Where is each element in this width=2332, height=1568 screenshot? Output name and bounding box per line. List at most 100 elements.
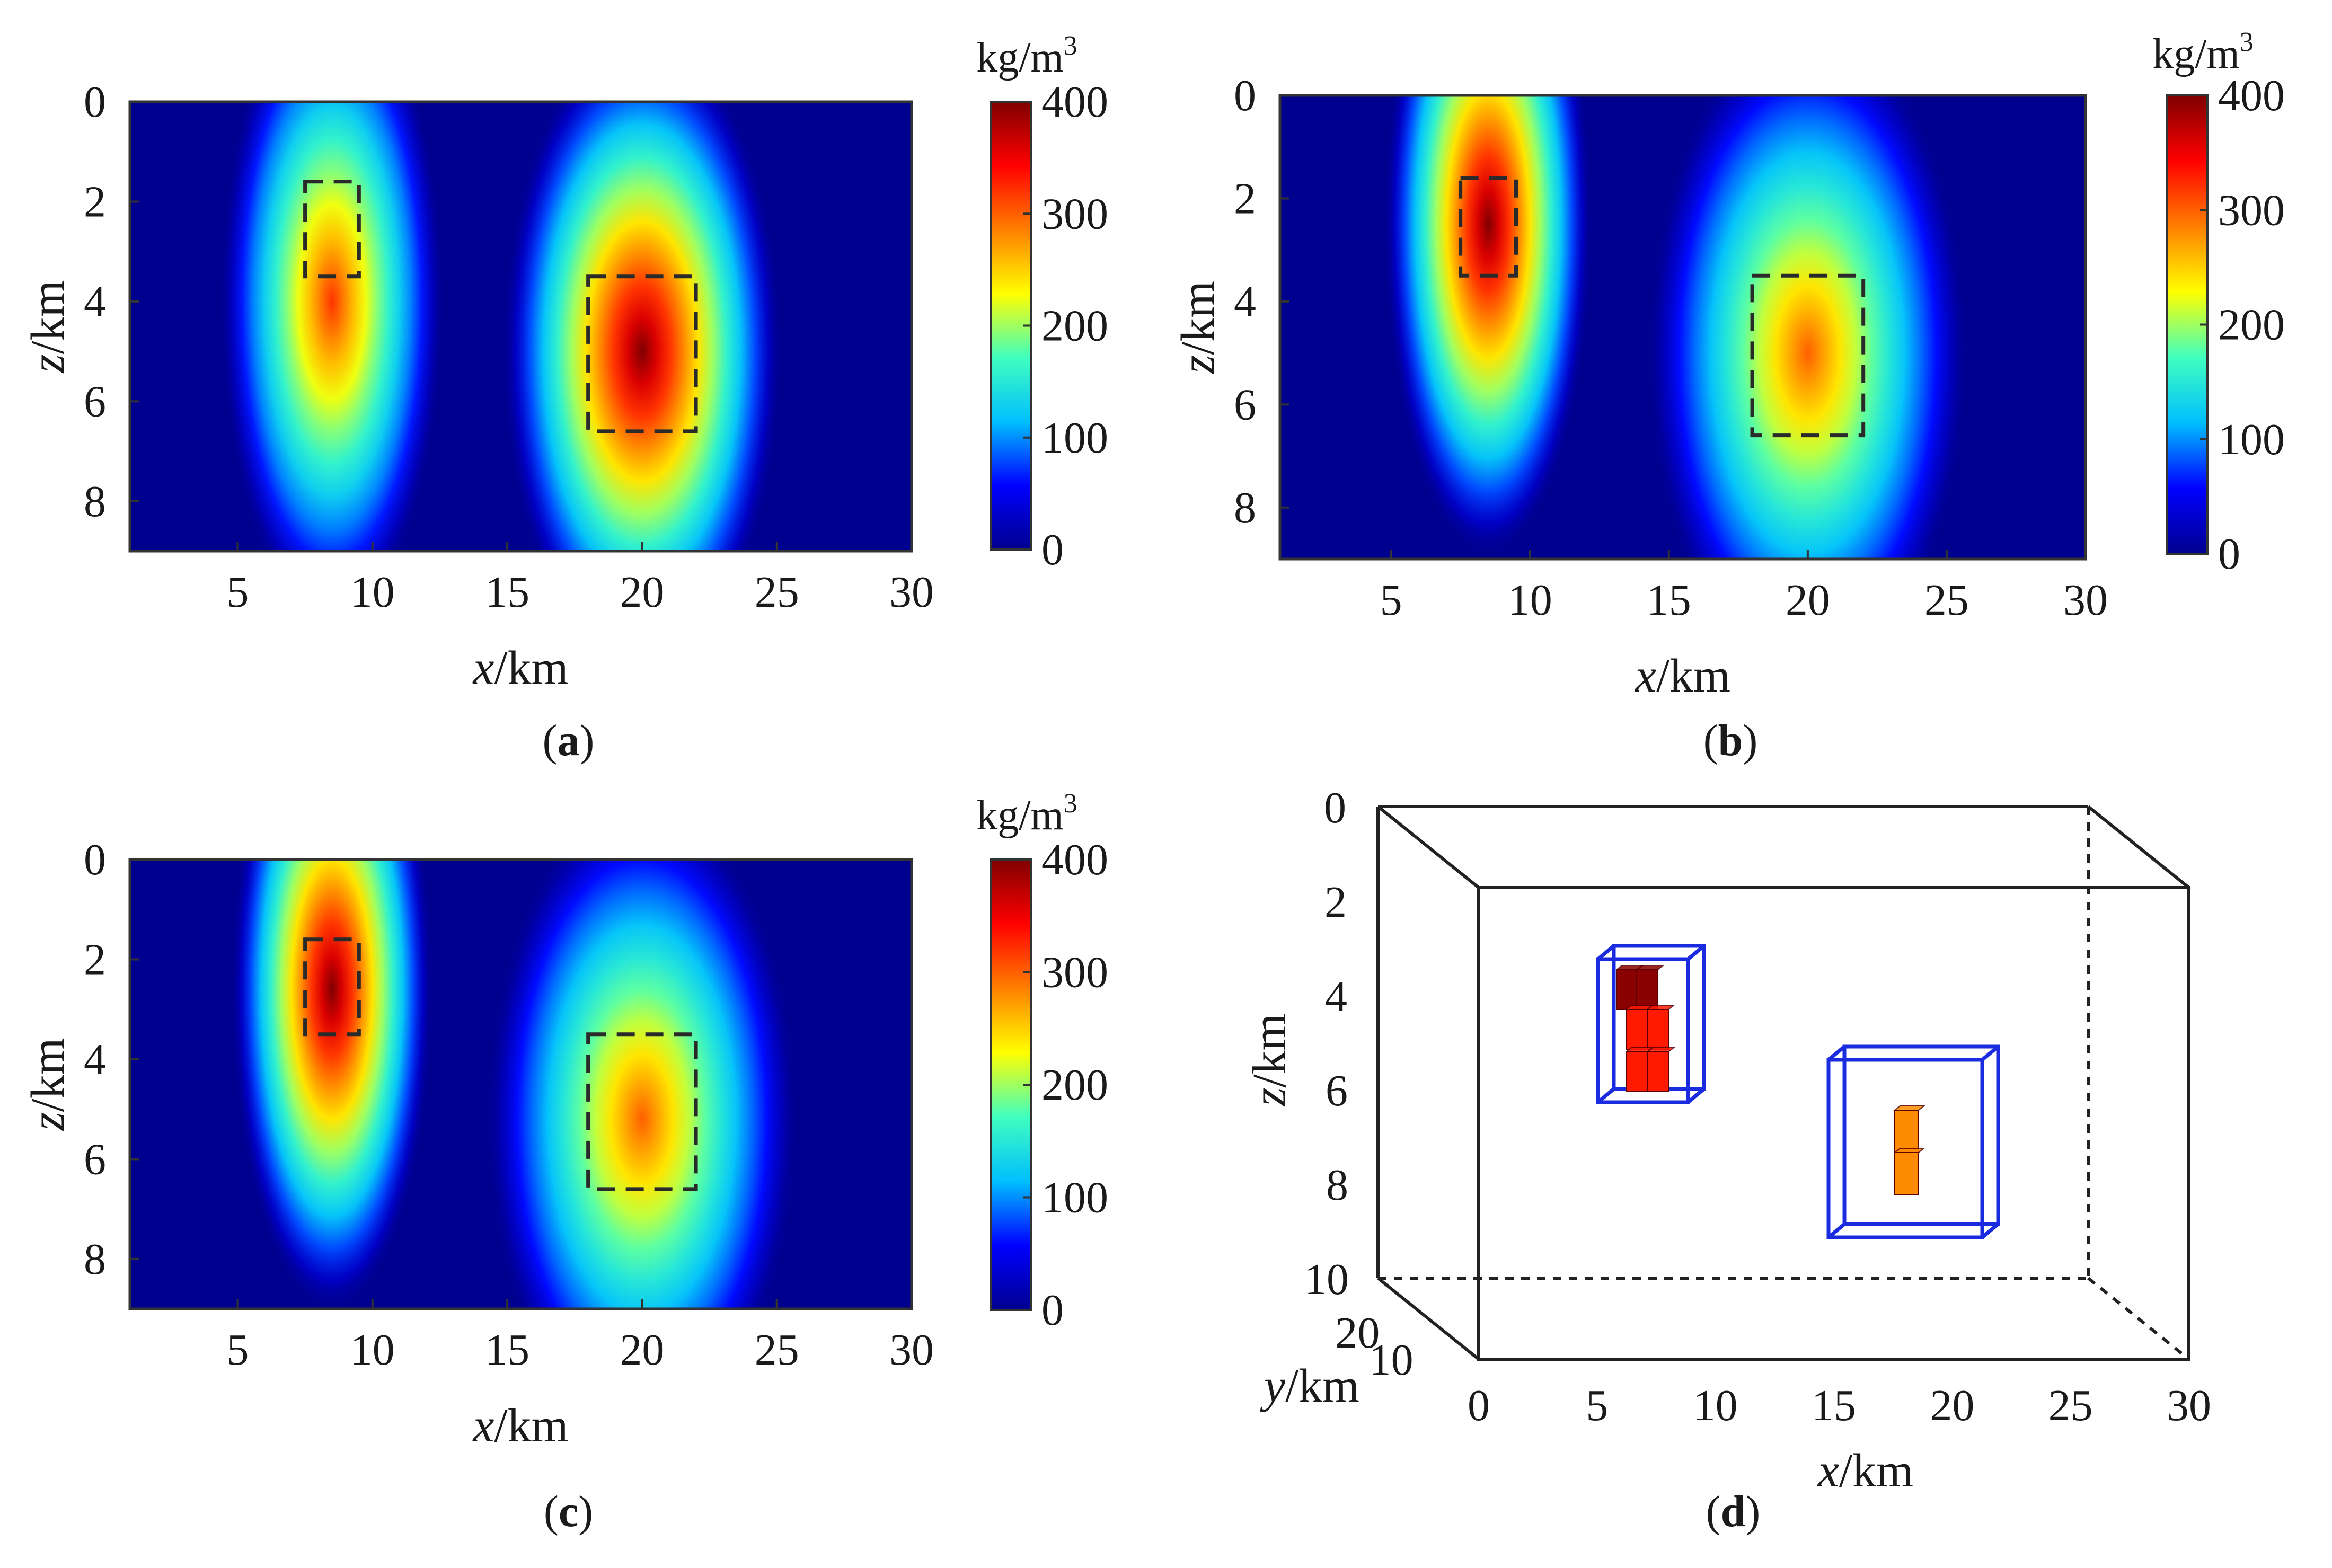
y-tick-label: 2 [1234, 174, 1256, 223]
y-tick-label: 6 [84, 377, 106, 426]
x-tick-label: 25 [2048, 1381, 2093, 1430]
x-tick-label: 20 [1930, 1381, 1974, 1430]
true-body-outline [586, 274, 698, 433]
recovered-cell [1893, 1148, 1925, 1195]
recovered-cell [1635, 965, 1665, 1010]
wireframe-edge [1686, 1087, 1706, 1104]
cell-top [1646, 1047, 1675, 1052]
plot-frame [128, 100, 913, 553]
plot-frame [128, 858, 913, 1310]
recovered-cell [1624, 1005, 1654, 1050]
y-axis-label: y/km [1260, 1360, 1359, 1412]
x-tick-label: 15 [1812, 1381, 1856, 1430]
y-tick-label: 2 [84, 177, 106, 226]
wireframe-face [1826, 1058, 1984, 1239]
cell-face [1647, 1051, 1669, 1092]
y-tick-label: 4 [84, 277, 106, 326]
x-tick-label: 15 [1647, 575, 1691, 625]
y-tick-label: 6 [84, 1135, 106, 1184]
x-tick-label: 25 [1924, 575, 1969, 625]
x-tick-label: 30 [889, 1325, 934, 1375]
y-tick-label: 8 [84, 1235, 106, 1284]
y-tick-label: 0 [84, 835, 106, 884]
panel-label: (a) [543, 716, 595, 765]
wireframe-edge [1596, 1087, 1615, 1104]
box-front-face [1477, 886, 2190, 1361]
density-anomaly [485, 860, 799, 1309]
y-tick-label: 8 [1234, 483, 1256, 533]
x-tick-label: 20 [620, 568, 664, 617]
box-edge [1377, 1277, 1480, 1361]
wireframe-face [1596, 957, 1690, 1104]
x-axis-label: x/km [472, 642, 569, 694]
recovered-cell [1893, 1105, 1925, 1153]
panel-b: 5 10 15 20 25 30 0 2 4 6 8 x/km z/km (b) [1172, 71, 2108, 765]
x-tick-label: 25 [755, 1325, 799, 1375]
y-axis-label: z/km [22, 280, 74, 374]
x-tick-label: 5 [1586, 1381, 1608, 1430]
cell-top [1893, 1148, 1925, 1153]
true-body-wireframe [1826, 1044, 2000, 1239]
colorbar-tick-label: 200 [2218, 300, 2285, 350]
colorbar-tick-label: 400 [1041, 77, 1108, 127]
panel-a: 5 10 15 20 25 30 0 2 4 6 8 x/km z/km (a) [22, 77, 934, 765]
colorbar-tick-label: 0 [2218, 529, 2240, 579]
z-tick-label: 6 [1326, 1066, 1348, 1115]
y-tick-label: 20 [1335, 1308, 1380, 1358]
density-anomaly [1384, 95, 1593, 558]
x-tick-label: 10 [1508, 575, 1552, 625]
x-tick-label: 15 [485, 568, 529, 617]
recovered-cell [1615, 965, 1645, 1010]
y-tick-label: 8 [84, 477, 106, 526]
plot-frame [1278, 94, 2087, 561]
x-tick-label: 10 [1693, 1381, 1738, 1430]
cell-face [1636, 969, 1658, 1010]
z-tick-label: 8 [1326, 1161, 1348, 1210]
y-tick-label: 0 [84, 77, 106, 127]
x-tick-label: 0 [1468, 1381, 1490, 1430]
z-axis-label: z/km [1243, 1013, 1296, 1107]
x-tick-label: 30 [2167, 1381, 2211, 1430]
panel-label: (b) [1703, 716, 1758, 765]
x-tick-label: 20 [1786, 575, 1830, 625]
true-body-outline [1459, 176, 1518, 278]
x-tick-label: 10 [350, 1325, 395, 1375]
panel-c: 5 10 15 20 25 30 0 2 4 6 8 x/km z/km (c) [22, 835, 934, 1536]
colorbar-tick-label: 300 [2218, 185, 2285, 235]
cell-face [1647, 1009, 1669, 1050]
colorbar-tick-label: 0 [1041, 1286, 1064, 1335]
y-tick-label: 2 [84, 935, 106, 984]
density-anomaly [501, 102, 783, 551]
y-tick-label: 10 [1369, 1335, 1414, 1385]
cell-face [1894, 1110, 1919, 1153]
colorbar-tick-label: 100 [1041, 413, 1108, 463]
y-tick-label: 6 [1234, 380, 1256, 429]
wireframe-face [1842, 1044, 2000, 1226]
x-tick-label: 30 [889, 568, 934, 617]
heatmap-area [130, 860, 912, 1309]
y-axis-label: z/km [1172, 281, 1224, 375]
colorbar-unit: kg/m3 [976, 31, 1077, 81]
wireframe-edge [1827, 1045, 1846, 1061]
true-body-outline [586, 1032, 698, 1191]
z-tick-label: 10 [1304, 1255, 1349, 1304]
colorbar-tick-label: 300 [1041, 189, 1108, 238]
box-edge [1377, 805, 1480, 889]
wireframe-edge [1981, 1222, 2000, 1239]
cell-top [1646, 1005, 1675, 1010]
x-tick-label: 20 [620, 1325, 664, 1375]
y-tick-label: 4 [1234, 277, 1256, 326]
x-tick-label: 5 [226, 1325, 249, 1375]
z-tick-label: 2 [1324, 878, 1347, 927]
panel-label: (d) [1706, 1487, 1761, 1536]
density-anomaly [1646, 95, 1969, 559]
box-edge-hidden [2087, 1277, 2190, 1361]
colorbar-unit: kg/m3 [976, 789, 1077, 839]
colorbar-tick-label: 400 [2218, 71, 2285, 120]
cell-top [1893, 1105, 1925, 1111]
colorbar-tick-label: 100 [2218, 415, 2285, 464]
x-tick-label: 25 [755, 568, 799, 617]
